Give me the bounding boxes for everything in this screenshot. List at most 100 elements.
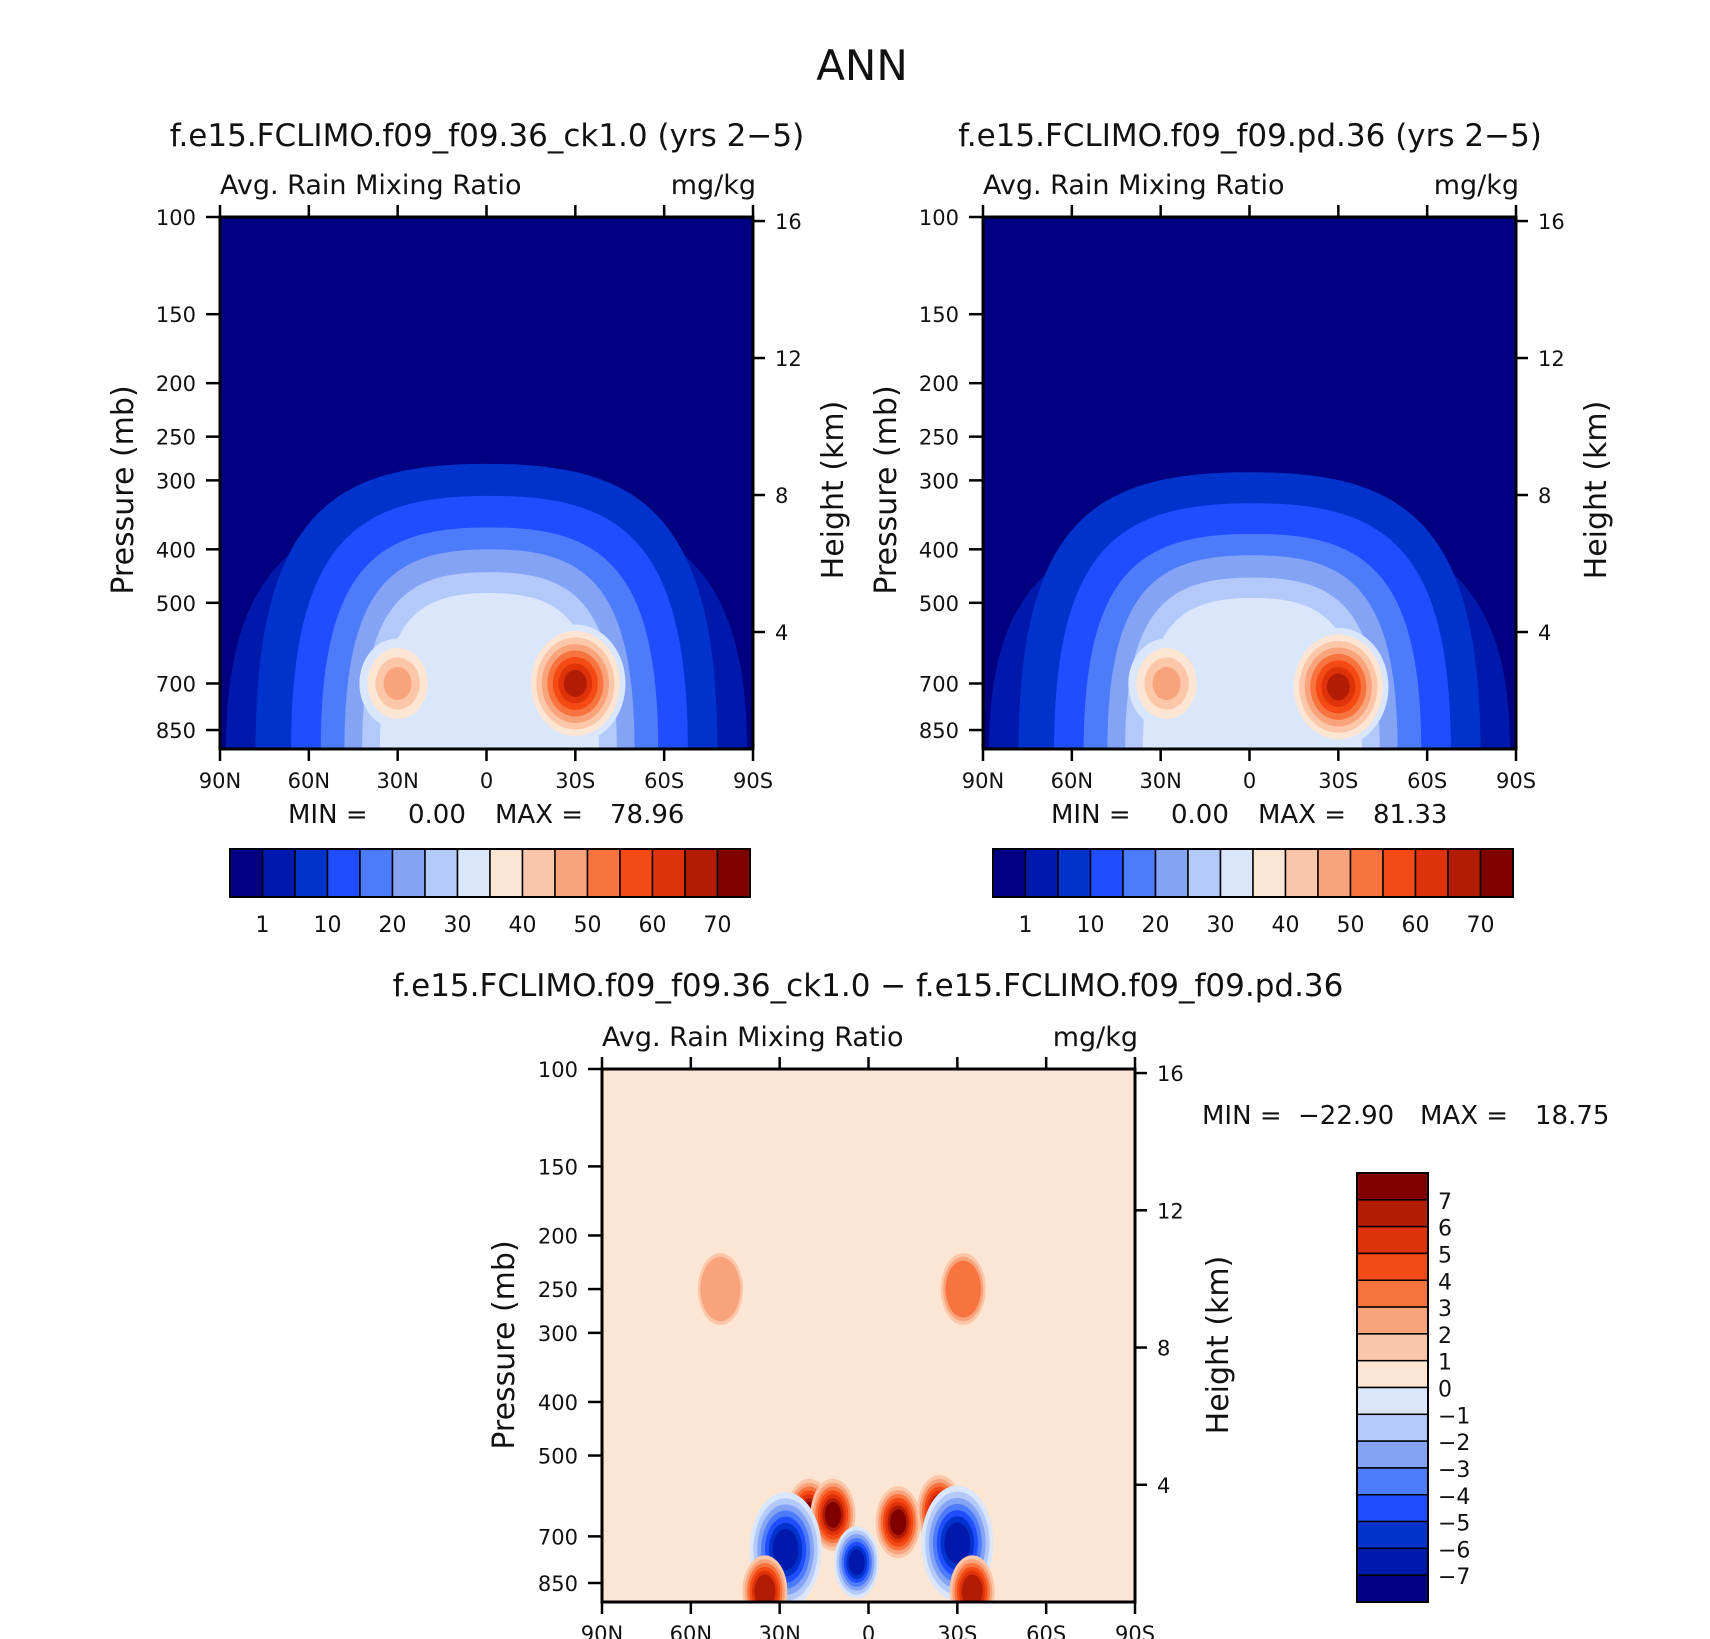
colorbar-box	[1349, 848, 1384, 898]
colorbar-box	[586, 848, 621, 898]
y-tick-label: 700	[919, 672, 959, 696]
x-tick-label: 30N	[376, 769, 418, 793]
difference-contour	[890, 1509, 907, 1536]
colorbar-box	[1356, 1252, 1429, 1281]
y-tick-label: 700	[538, 1525, 578, 1549]
colorbar-label: −5	[1438, 1512, 1470, 1537]
colorbar-frame	[1356, 1172, 1429, 1603]
colorbar-frame	[992, 848, 1514, 898]
maximum-contour	[563, 669, 587, 697]
colorbar-label: 70	[704, 913, 732, 938]
colorbar-box	[1356, 1333, 1429, 1362]
colorbar-box	[716, 848, 751, 898]
y-tick-label: 500	[919, 592, 959, 616]
colorbar-label: 7	[1438, 1190, 1452, 1215]
y2-tick-label: 4	[1157, 1474, 1170, 1498]
colorbar-box	[1479, 848, 1514, 898]
colorbar-box	[521, 848, 556, 898]
maximum-contour	[383, 666, 412, 700]
max-label: MAX =	[495, 800, 583, 830]
y2-tick-label: 12	[1157, 1199, 1184, 1223]
colorbar: 1 10 20 30 40 50 60 70	[992, 848, 1514, 938]
colorbar-box	[1356, 1440, 1429, 1469]
colorbar-box	[391, 848, 426, 898]
difference-contour	[848, 1549, 865, 1576]
x-tick-label: 90S	[1115, 1622, 1155, 1639]
colorbar-label: 10	[314, 913, 342, 938]
colorbar-label: 10	[1077, 913, 1105, 938]
y2-axis-label: Height (km)	[1201, 1256, 1236, 1435]
colorbar-box	[424, 848, 459, 898]
panel-diff: f.e15.FCLIMO.f09_f09.36_ck1.0 − f.e15.FC…	[393, 968, 1610, 1639]
colorbar-label: 1	[256, 913, 270, 938]
colorbar-label: 1	[1019, 913, 1033, 938]
colorbar-box	[1356, 1574, 1429, 1603]
colorbar-box	[1447, 848, 1482, 898]
colorbar-box	[1252, 848, 1287, 898]
units-label: mg/kg	[1053, 1022, 1138, 1053]
colorbar-frame	[229, 848, 751, 898]
min-value: 0.00	[1171, 800, 1229, 830]
y2-tick-label: 16	[1157, 1062, 1184, 1086]
y-tick-label: 500	[538, 1445, 578, 1469]
colorbar-box	[1382, 848, 1417, 898]
y-tick-label: 850	[538, 1572, 578, 1596]
x-tick-label: 90N	[581, 1622, 623, 1639]
x-tick-label: 90S	[1496, 769, 1536, 793]
colorbar-box	[261, 848, 296, 898]
x-tick-label: 90N	[962, 769, 1004, 793]
y2-axis-label: Height (km)	[816, 401, 851, 580]
colorbar-box	[1024, 848, 1059, 898]
colorbar-box	[651, 848, 686, 898]
page-title: ANN	[816, 41, 908, 90]
colorbar-box	[1356, 1386, 1429, 1416]
y-axis: 100 150 200 250 300 400 500 700 850	[538, 1058, 602, 1596]
y2-tick-label: 12	[775, 347, 802, 371]
min-label: MIN =	[1051, 800, 1131, 830]
x-tick-label: 90S	[733, 769, 773, 793]
panel-ck1: f.e15.FCLIMO.f09_f09.36_ck1.0 (yrs 2−5) …	[106, 118, 851, 938]
colorbar-box	[489, 848, 524, 898]
colorbar-label: −1	[1438, 1404, 1470, 1429]
y-tick-label: 500	[156, 592, 196, 616]
y-tick-label: 250	[538, 1278, 578, 1302]
y-tick-label: 400	[919, 538, 959, 562]
y2-tick-label: 8	[1157, 1337, 1170, 1361]
colorbar-label: 30	[444, 913, 472, 938]
colorbar-label: 50	[574, 913, 602, 938]
colorbar-label: −6	[1438, 1538, 1470, 1563]
colorbar-box	[229, 848, 264, 898]
y-tick-label: 300	[156, 469, 196, 493]
y-tick-label: 150	[538, 1155, 578, 1179]
difference-contour	[944, 1522, 971, 1564]
y-axis-label: Pressure (mb)	[487, 1240, 522, 1449]
x-tick-label: 60N	[288, 769, 330, 793]
colorbar-box	[1219, 848, 1254, 898]
colorbar-box	[1356, 1279, 1429, 1308]
y-axis-label: Pressure (mb)	[106, 385, 141, 594]
y-tick-label: 700	[156, 672, 196, 696]
y2-tick-label: 4	[775, 621, 788, 645]
units-label: mg/kg	[671, 170, 756, 201]
y-axis: 100 150 200 250 300 400 500 700 850	[156, 206, 220, 743]
units-label: mg/kg	[1434, 170, 1519, 201]
colorbar-label: −2	[1438, 1431, 1470, 1456]
panel-title: f.e15.FCLIMO.f09_f09.pd.36 (yrs 2−5)	[958, 118, 1542, 154]
difference-contour	[754, 1574, 776, 1602]
x-tick-label: 60N	[670, 1622, 712, 1639]
colorbar-label: 60	[1402, 913, 1430, 938]
y2-tick-label: 8	[775, 484, 788, 508]
min-label: MIN =	[288, 800, 368, 830]
y-tick-label: 200	[538, 1224, 578, 1248]
colorbar-box	[1187, 848, 1222, 898]
colorbar-box	[1284, 848, 1319, 898]
y-tick-label: 150	[919, 303, 959, 327]
y-tick-label: 400	[156, 538, 196, 562]
colorbar-box	[326, 848, 361, 898]
y-tick-label: 200	[919, 372, 959, 396]
y-axis-label: Pressure (mb)	[869, 385, 904, 594]
difference-contour	[772, 1528, 799, 1571]
colorbar-box	[1356, 1225, 1429, 1255]
